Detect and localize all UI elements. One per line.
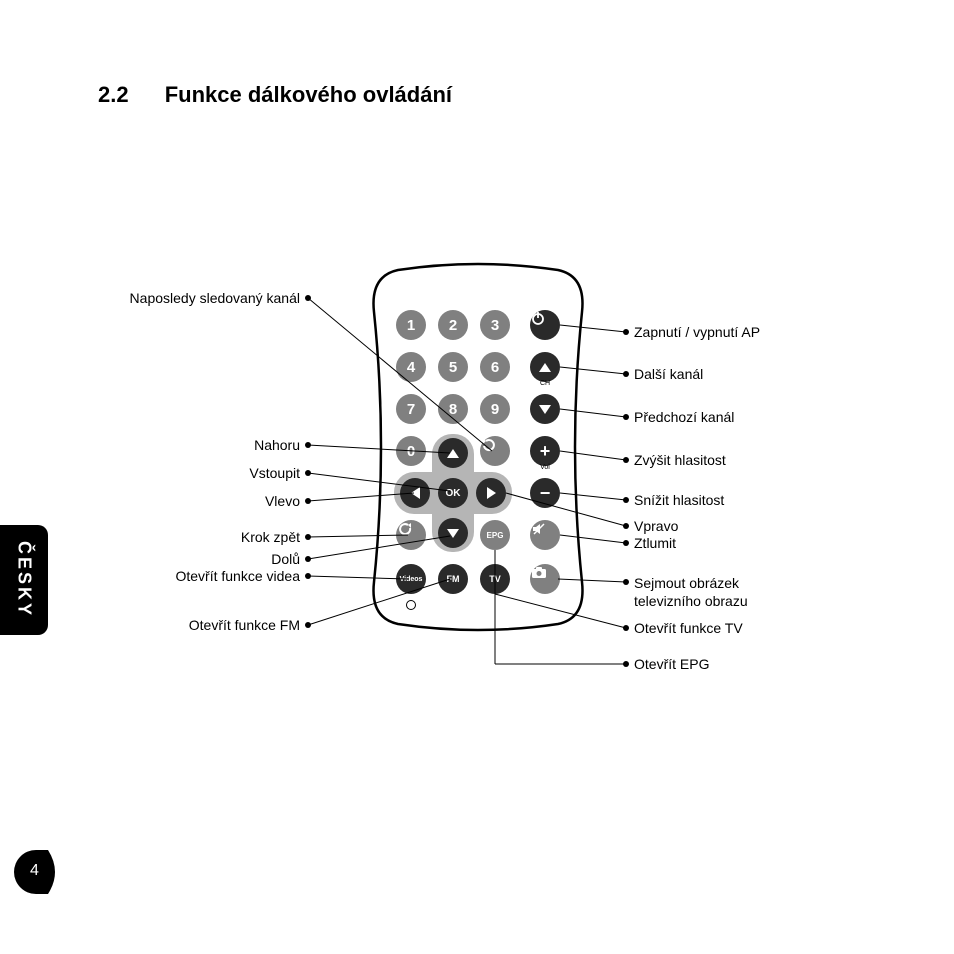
page-number-badge [12,848,72,898]
label-prev-ch: Předchozí kanál [634,409,734,425]
remote-btn-7: 7 [396,394,426,424]
channel-up-button [530,352,560,382]
language-tab-text: ČESKY [14,541,35,618]
power-button [530,310,560,340]
triangle-down-icon [539,405,551,414]
triangle-up-icon [539,363,551,372]
ir-led-icon [406,600,416,610]
label-epg: Otevřít EPG [634,656,709,672]
label-snapshot: Sejmout obrázek televizního obrazu [634,574,794,610]
back-button [396,520,426,550]
heading-number: 2.2 [98,82,129,107]
remote-control-diagram: 1 2 3 4 5 6 7 8 9 0 CH + Vol − OK EPG Vi… [358,262,598,632]
language-tab: ČESKY [0,525,48,635]
dpad-down-button [438,518,468,548]
label-fm: Otevřít funkce FM [189,617,300,633]
remote-btn-0: 0 [396,436,426,466]
label-vol-up: Zvýšit hlasitost [634,452,726,468]
remote-btn-5: 5 [438,352,468,382]
dpad-left-button [400,478,430,508]
recall-icon [480,436,498,454]
heading-title: Funkce dálkového ovládání [165,82,452,107]
snapshot-button [530,564,560,594]
remote-btn-2: 2 [438,310,468,340]
label-videos: Otevřít funkce videa [175,568,300,584]
epg-button: EPG [480,520,510,550]
vol-label: Vol [530,464,560,471]
mute-button [530,520,560,550]
volume-down-button: − [530,478,560,508]
ch-label: CH [530,380,560,387]
label-back: Krok zpět [241,529,300,545]
fm-button: FM [438,564,468,594]
remote-btn-1: 1 [396,310,426,340]
label-vol-down: Snížit hlasitost [634,492,724,508]
camera-icon [530,564,548,582]
remote-btn-8: 8 [438,394,468,424]
triangle-up-icon [447,449,459,458]
triangle-right-icon [487,487,496,499]
back-arrow-icon [396,520,414,538]
label-power: Zapnutí / vypnutí AP [634,324,760,340]
label-right: Vpravo [634,518,678,534]
videos-button: Videos [396,564,426,594]
remote-btn-9: 9 [480,394,510,424]
dpad-right-button [476,478,506,508]
ok-button: OK [438,478,468,508]
label-enter: Vstoupit [249,465,300,481]
tv-button: TV [480,564,510,594]
label-tv: Otevřít funkce TV [634,620,743,636]
section-heading: 2.2 Funkce dálkového ovládání [98,82,452,108]
mute-icon [530,520,548,538]
recall-button [480,436,510,466]
power-icon [530,310,546,326]
label-down: Dolů [271,551,300,567]
volume-up-button: + [530,436,560,466]
channel-down-button [530,394,560,424]
page-number: 4 [30,862,39,880]
label-mute: Ztlumit [634,535,676,551]
remote-btn-4: 4 [396,352,426,382]
label-last-channel: Naposledy sledovaný kanál [130,290,300,306]
triangle-down-icon [447,529,459,538]
remote-btn-3: 3 [480,310,510,340]
label-left: Vlevo [265,493,300,509]
remote-btn-6: 6 [480,352,510,382]
dpad-up-button [438,438,468,468]
triangle-left-icon [411,487,420,499]
label-next-ch: Další kanál [634,366,703,382]
label-up: Nahoru [254,437,300,453]
